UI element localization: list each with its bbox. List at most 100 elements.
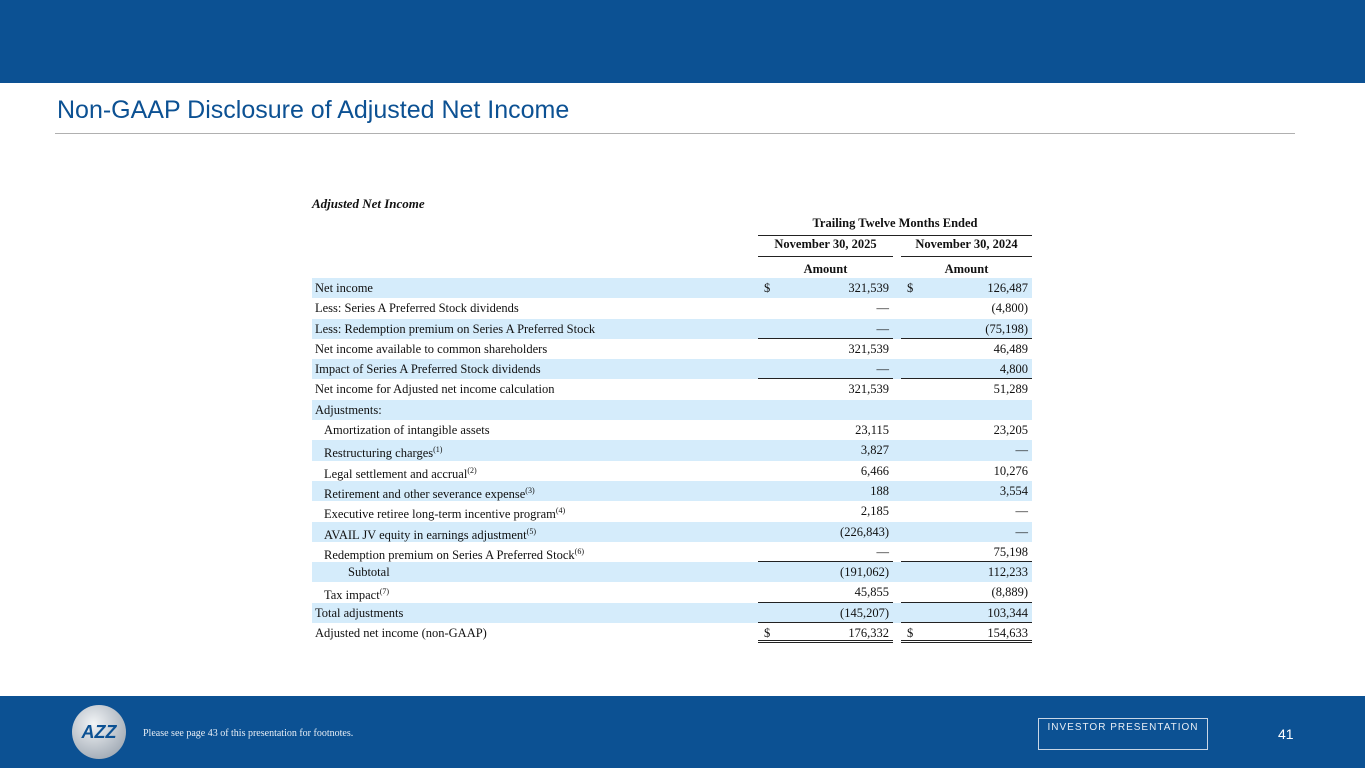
value-2025-cell xyxy=(758,400,893,420)
value-2024: 75,198 xyxy=(993,544,1028,559)
value-2025-cell: $176,332 xyxy=(758,623,893,644)
value-2024: (8,889) xyxy=(991,585,1028,600)
value-2025: 321,539 xyxy=(848,281,889,295)
value-2025-cell: (191,062) xyxy=(758,562,893,582)
value-2025: — xyxy=(876,362,890,377)
group-header: Trailing Twelve Months Ended xyxy=(312,216,1032,236)
table-title: Adjusted Net Income xyxy=(312,196,425,211)
footnote-text: Please see page 43 of this presentation … xyxy=(143,728,354,739)
table-body: Net income $321,539 $126,487 Less: Series… xyxy=(312,278,1032,644)
row-label-text: Adjusted net income (non-GAAP) xyxy=(315,626,487,641)
row-label-text: Executive retiree long-term incentive pr… xyxy=(324,507,556,522)
row-label: AVAIL JV equity in earnings adjustment(5… xyxy=(324,522,536,545)
row-label: Adjustments: xyxy=(315,400,382,420)
value-2024: (75,198) xyxy=(985,321,1028,336)
value-2025-cell: 6,466 xyxy=(758,461,893,481)
row-label: Restructuring charges(1) xyxy=(324,440,442,463)
value-2024: — xyxy=(1015,443,1029,458)
value-2025-cell: 188 xyxy=(758,481,893,501)
row-label-text: Less: Series A Preferred Stock dividends xyxy=(315,301,519,316)
row-label: Subtotal xyxy=(348,562,390,582)
top-banner xyxy=(0,0,1365,83)
value-2025: 176,332 xyxy=(848,626,889,641)
table-row: Total adjustments (145,207) 103,344 xyxy=(312,602,1032,624)
value-2025: 188 xyxy=(870,483,889,498)
value-2025-cell: 45,855 xyxy=(758,582,893,603)
value-2024: 4,800 xyxy=(999,362,1028,377)
row-label: Total adjustments xyxy=(315,603,403,623)
page-title: Non-GAAP Disclosure of Adjusted Net Inco… xyxy=(57,96,570,124)
value-2025-cell: — xyxy=(758,542,893,563)
table-row: Net income $321,539 $126,487 xyxy=(312,278,1032,299)
title-divider xyxy=(55,133,1295,134)
value-2025-cell: 2,185 xyxy=(758,501,893,521)
value-2024-cell: 23,205 xyxy=(901,420,1032,440)
row-label: Less: Series A Preferred Stock dividends xyxy=(315,298,519,318)
row-label: Net income available to common sharehold… xyxy=(315,339,547,359)
value-2024: 46,489 xyxy=(993,341,1028,356)
value-2025-cell: (226,843) xyxy=(758,522,893,542)
value-2025: (226,843) xyxy=(840,524,889,539)
table-row: Redemption premium on Series A Preferred… xyxy=(312,542,1032,563)
row-label: Impact of Series A Preferred Stock divid… xyxy=(315,359,541,379)
table-row: Legal settlement and accrual(2) 6,466 10… xyxy=(312,461,1032,481)
value-2024-cell xyxy=(901,400,1032,420)
value-2024: 103,344 xyxy=(987,605,1028,620)
value-2024-cell: 51,289 xyxy=(901,379,1032,399)
value-2024-cell: — xyxy=(901,522,1032,542)
value-2025: 3,827 xyxy=(860,443,889,458)
row-label-text: AVAIL JV equity in earnings adjustment xyxy=(324,527,527,542)
value-2024: — xyxy=(1015,504,1029,519)
row-label: Tax impact(7) xyxy=(324,582,389,605)
value-2024-cell: 103,344 xyxy=(901,603,1032,624)
value-2025: — xyxy=(876,321,890,336)
table-row: Net income available to common sharehold… xyxy=(312,339,1032,359)
currency-symbol: $ xyxy=(907,281,914,295)
currency-symbol: $ xyxy=(764,281,771,295)
value-2025: 321,539 xyxy=(848,341,889,356)
value-2024-cell: 3,554 xyxy=(901,481,1032,501)
value-2024-cell: $126,487 xyxy=(901,278,1032,298)
value-2025: (145,207) xyxy=(840,605,889,620)
table-row: Adjustments: xyxy=(312,399,1032,421)
row-label: Amortization of intangible assets xyxy=(324,420,490,440)
row-label-text: Tax impact xyxy=(324,588,380,603)
value-2025: 45,855 xyxy=(854,585,889,600)
value-2024-cell: (4,800) xyxy=(901,298,1032,318)
footnote-ref: (2) xyxy=(467,465,477,475)
value-2024-cell: — xyxy=(901,440,1032,460)
footnote-ref: (5) xyxy=(526,526,536,536)
investor-presentation-badge: INVESTOR PRESENTATION xyxy=(1038,718,1208,750)
value-2024: (4,800) xyxy=(991,301,1028,316)
table-row: Less: Series A Preferred Stock dividends… xyxy=(312,298,1032,318)
value-2025: 321,539 xyxy=(848,382,889,397)
footnote-ref: (7) xyxy=(379,587,390,597)
row-label-text: Total adjustments xyxy=(315,605,404,620)
value-2024-cell: (75,198) xyxy=(901,319,1032,339)
footnote-ref: (1) xyxy=(433,445,443,455)
row-label-text: Adjustments: xyxy=(315,402,382,417)
row-label: Net income for Adjusted net income calcu… xyxy=(315,379,555,399)
value-2024-cell: 10,276 xyxy=(901,461,1032,481)
row-label-text: Net income for Adjusted net income calcu… xyxy=(315,382,555,397)
row-label-text: Amortization of intangible assets xyxy=(324,423,490,438)
adjusted-net-income-table: Adjusted Net Income Trailing Twelve Mont… xyxy=(312,196,1032,644)
value-2025-cell: 3,827 xyxy=(758,440,893,460)
value-2025-cell: $321,539 xyxy=(758,278,893,298)
row-label: Executive retiree long-term incentive pr… xyxy=(324,501,565,524)
table-row: Net income for Adjusted net income calcu… xyxy=(312,379,1032,399)
column-header-2024: November 30, 2024 xyxy=(901,237,1032,257)
row-label-text: Impact of Series A Preferred Stock divid… xyxy=(315,362,541,377)
value-2024: 154,633 xyxy=(987,626,1028,641)
row-label: Legal settlement and accrual(2) xyxy=(324,461,477,484)
value-2025: — xyxy=(876,301,890,316)
value-2025: 23,115 xyxy=(855,423,889,438)
table-row: Less: Redemption premium on Series A Pre… xyxy=(312,318,1032,339)
table-row: Impact of Series A Preferred Stock divid… xyxy=(312,359,1032,380)
value-2025-cell: 321,539 xyxy=(758,339,893,359)
value-2025-cell: 23,115 xyxy=(758,420,893,440)
column-headers: November 30, 2025 November 30, 2024 xyxy=(312,236,1032,257)
value-2024: 126,487 xyxy=(987,281,1028,295)
table-row: Amortization of intangible assets 23,115… xyxy=(312,420,1032,440)
table-row: Subtotal (191,062) 112,233 xyxy=(312,562,1032,583)
